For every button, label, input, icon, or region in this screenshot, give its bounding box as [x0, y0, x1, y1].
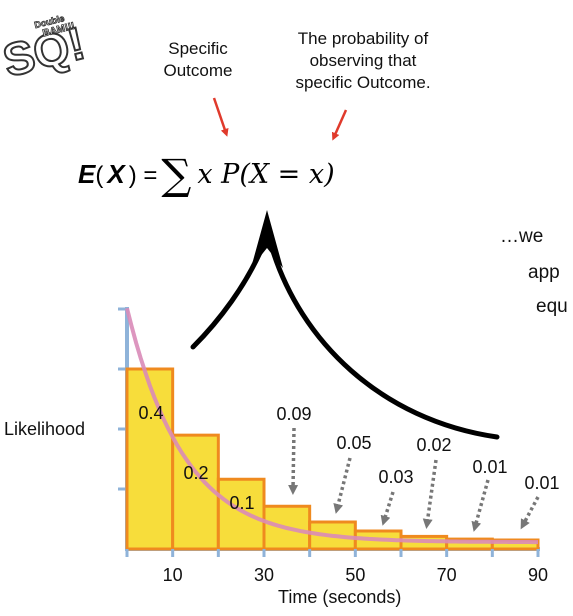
formula-x: X — [107, 159, 125, 189]
dotted-arrow — [288, 427, 299, 495]
x-tick-label: 90 — [528, 565, 548, 585]
curved-arrow-left — [190, 245, 265, 350]
histogram-bar — [216, 477, 266, 551]
bar-value-label: 0.02 — [416, 435, 451, 455]
histogram-bar — [171, 433, 220, 551]
dotted-arrow — [520, 496, 540, 530]
specific-outcome-label: Specific Outcome — [163, 39, 233, 80]
red-arrow-probability — [331, 109, 348, 141]
x-axis-label: Time (seconds) — [278, 587, 402, 607]
side-text-line-3: equ — [536, 296, 568, 317]
side-text-line-1: …we — [500, 226, 544, 247]
x-tick-label: 30 — [254, 565, 274, 585]
dotted-arrow — [471, 479, 490, 532]
formula-open-paren: ( — [95, 162, 104, 189]
x-ticks: 10 30 50 70 90 — [125, 549, 548, 585]
bar-value-label: 0.4 — [138, 403, 163, 423]
x-tick-label: 50 — [345, 565, 365, 585]
dotted-arrow — [422, 459, 438, 529]
probability-note-label: The probability of observing that specif… — [295, 29, 431, 92]
formula-e: E — [78, 159, 96, 189]
dotted-arrows — [288, 427, 540, 532]
red-arrow-outcome — [212, 97, 229, 137]
side-text-line-2: app — [528, 262, 560, 283]
bar-value-label: 0.01 — [472, 457, 507, 477]
bar-value-label: 0.09 — [276, 404, 311, 424]
histogram-bar — [125, 367, 175, 551]
expected-value-formula: E ( X ) = ∑ x P(X = x) — [78, 144, 335, 199]
dotted-arrow — [333, 457, 352, 514]
dotted-arrow — [380, 491, 395, 526]
formula-close-equals: ) = — [128, 162, 158, 189]
curved-arrow-right — [269, 245, 500, 440]
bar-value-label: 0.2 — [183, 463, 208, 483]
density-curve — [125, 307, 538, 545]
histogram-bars — [125, 367, 540, 551]
histogram-bar — [490, 538, 540, 551]
bar-value-label: 0.03 — [378, 467, 413, 487]
formula-sigma: ∑ — [161, 150, 192, 199]
x-tick-label: 70 — [437, 565, 457, 585]
bar-value-labels: 0.4 0.2 0.1 0.09 0.05 0.030.02 0.01 0.01 — [138, 403, 559, 513]
curved-arrow-head — [251, 210, 283, 268]
y-axis-label: Likelihood — [4, 419, 86, 439]
x-tick-label: 10 — [163, 565, 183, 585]
statquest-logo: SQ! Double BAM!!! — [0, 13, 90, 88]
bar-value-label: 0.1 — [229, 493, 254, 513]
bar-value-label: 0.05 — [336, 433, 371, 453]
bar-value-label: 0.01 — [524, 473, 559, 493]
formula-rhs: x P(X = x) — [197, 159, 335, 190]
